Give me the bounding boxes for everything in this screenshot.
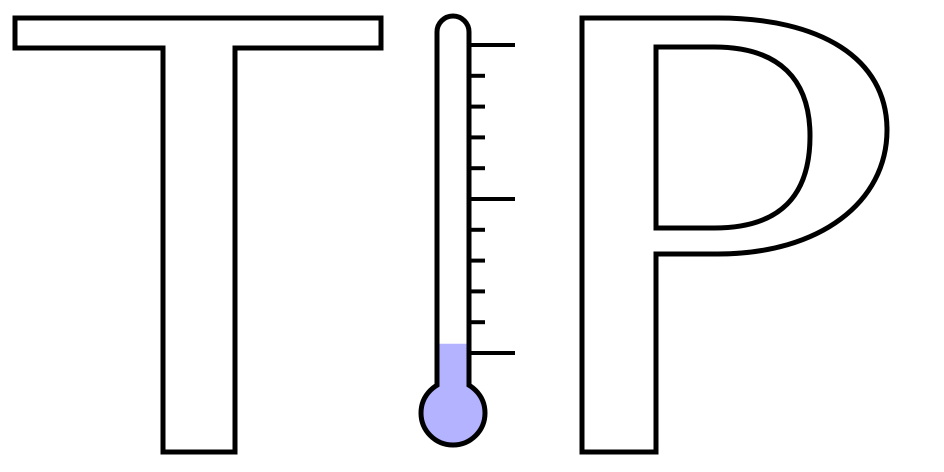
letter-p: [579, 15, 890, 455]
letter-t: [12, 15, 384, 455]
thermometer-scale: [469, 43, 515, 355]
thermometer-bulb: [418, 378, 488, 448]
thermometer-icon: [418, 13, 515, 448]
thermometer-tube: [434, 13, 472, 387]
